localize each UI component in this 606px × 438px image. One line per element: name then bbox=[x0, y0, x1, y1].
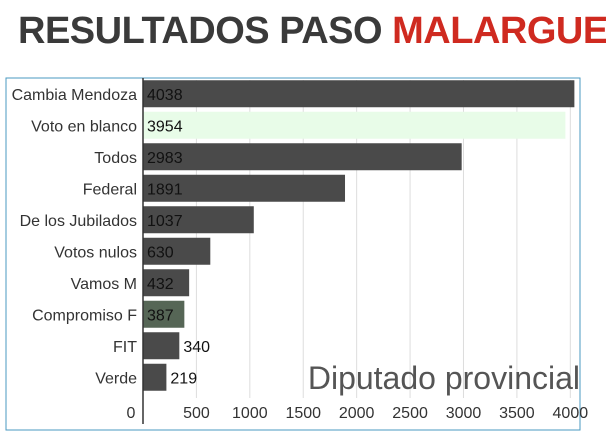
x-tick-label: 2000 bbox=[339, 405, 375, 422]
value-label: 1037 bbox=[147, 213, 183, 230]
category-label: Federal bbox=[83, 181, 137, 198]
value-label: 3954 bbox=[147, 118, 183, 135]
category-label: Compromiso F bbox=[32, 307, 137, 324]
value-label: 340 bbox=[183, 339, 210, 356]
bar bbox=[143, 143, 462, 171]
value-label: 219 bbox=[170, 370, 197, 387]
category-label: Verde bbox=[95, 370, 137, 387]
value-label: 630 bbox=[147, 244, 174, 261]
page-title: RESULTADOS PASO MALARGUE bbox=[18, 10, 606, 53]
bar bbox=[143, 80, 575, 108]
x-tick-label: 1000 bbox=[232, 405, 268, 422]
x-axis-ticks: 0 500 1000 1500 2000 2500 3000 3500 4000 bbox=[127, 405, 589, 422]
category-label: FIT bbox=[113, 339, 137, 356]
x-tick-label: 3000 bbox=[446, 405, 482, 422]
category-label: De los Jubilados bbox=[20, 213, 137, 230]
bar bbox=[143, 269, 190, 297]
value-label: 1891 bbox=[147, 181, 183, 198]
chart-annotation: Diputado provincial bbox=[308, 360, 580, 396]
x-tick-label: 3500 bbox=[499, 405, 535, 422]
category-label: Vamos M bbox=[71, 276, 137, 293]
bar bbox=[143, 111, 566, 139]
bar bbox=[143, 332, 180, 360]
bar bbox=[143, 300, 185, 328]
x-tick-label: 4000 bbox=[553, 405, 589, 422]
category-labels: Cambia Mendoza Voto en blanco Todos Federal… bbox=[12, 87, 138, 388]
value-label: 432 bbox=[147, 276, 174, 293]
x-tick-label: 0 bbox=[127, 405, 136, 422]
bar bbox=[143, 363, 167, 391]
category-label: Cambia Mendoza bbox=[12, 87, 138, 104]
value-labels: 4038 3954 2983 1891 1037 630 432 387 340 219 bbox=[147, 87, 210, 388]
title-location: MALARGUE bbox=[392, 10, 606, 52]
category-label: Voto en blanco bbox=[31, 118, 137, 135]
value-label: 2983 bbox=[147, 150, 183, 167]
x-tick-label: 2500 bbox=[392, 405, 428, 422]
title-prefix: RESULTADOS PASO bbox=[18, 10, 393, 52]
bar bbox=[143, 174, 346, 202]
x-tick-label: 500 bbox=[183, 405, 210, 422]
category-label: Votos nulos bbox=[54, 244, 137, 261]
category-label: Todos bbox=[94, 150, 137, 167]
bar bbox=[143, 237, 211, 265]
bar bbox=[143, 206, 254, 234]
value-label: 4038 bbox=[147, 87, 183, 104]
chart-frame bbox=[5, 77, 581, 431]
value-label: 387 bbox=[147, 307, 174, 324]
bars bbox=[143, 80, 575, 391]
x-tick-label: 1500 bbox=[285, 405, 321, 422]
